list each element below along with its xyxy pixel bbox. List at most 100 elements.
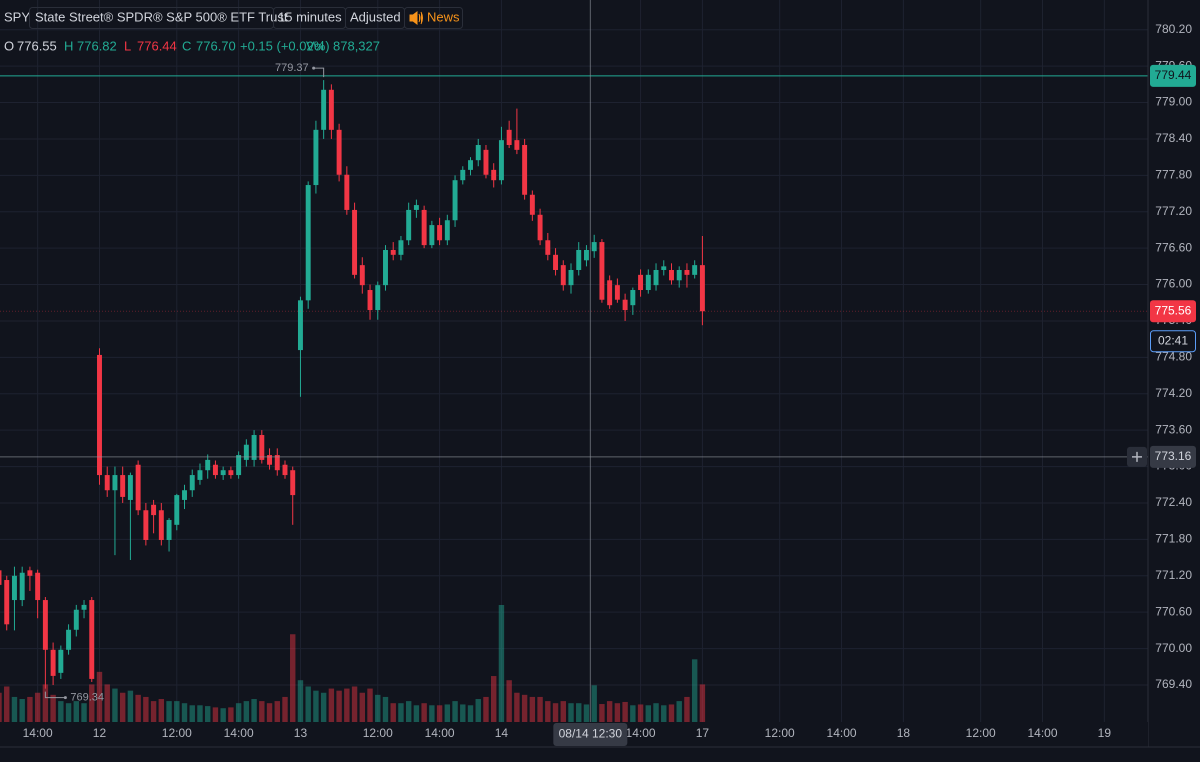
volume-bar [96, 671, 103, 722]
candle-body [50, 649, 56, 676]
candle-body [19, 572, 25, 601]
candle-body [336, 129, 342, 175]
volume-bar [313, 690, 319, 722]
y-tick-label: 770.00 [1155, 641, 1192, 655]
high-price-label: 779.44 [1155, 68, 1192, 82]
interval[interactable]: 15 minutes [278, 9, 342, 24]
candle-body [406, 209, 412, 241]
adjustment[interactable]: Adjusted [350, 9, 401, 24]
volume-bar [305, 686, 311, 722]
volume-bar [174, 701, 180, 722]
volume-bar [143, 696, 149, 722]
volume-bar [653, 703, 659, 722]
volume-bar [622, 701, 628, 722]
x-tick-label: 14:00 [1027, 726, 1057, 740]
y-tick-label: 779.00 [1155, 95, 1192, 109]
candle-body [11, 575, 17, 601]
candle-body [383, 249, 388, 286]
high-marker-leader [313, 67, 325, 78]
candle-body [630, 290, 636, 306]
candle-body [653, 269, 659, 286]
news[interactable]: News [427, 9, 460, 24]
candle-body [174, 495, 180, 525]
volume-bar [552, 703, 559, 722]
volume-bar [212, 707, 219, 722]
y-tick-label: 772.40 [1155, 495, 1192, 509]
candle-body [645, 274, 651, 291]
volume-bar [668, 704, 675, 722]
candle-body [321, 89, 327, 130]
y-tick-label: 774.20 [1155, 386, 1192, 400]
crosshair-time-badge [553, 723, 628, 746]
candle-body [42, 600, 48, 650]
volume-bar [599, 704, 605, 722]
candle-body [251, 435, 257, 460]
legend-high-label: H [64, 38, 73, 53]
volume-bar [398, 703, 404, 722]
y-tick-label: 769.40 [1155, 677, 1192, 691]
volume-bar [127, 690, 134, 722]
candle-body [591, 242, 597, 252]
volume-bar [336, 690, 342, 722]
symbol[interactable]: SPY [4, 9, 30, 24]
legend-low: 776.44 [137, 38, 177, 53]
volume-bar [266, 703, 273, 722]
candle-body [599, 242, 605, 300]
candle-body [66, 629, 72, 650]
low-marker-label: 769.34 [70, 692, 104, 704]
candle-body [313, 129, 319, 186]
x-tick-label: 18 [897, 726, 911, 740]
x-tick-label: 14:00 [425, 726, 455, 740]
candle-body [220, 470, 226, 476]
instrument-name[interactable]: State Street® SPDR® S&P 500® ETF Trust [35, 9, 288, 24]
candle-body [297, 300, 303, 351]
candle-body [259, 435, 265, 460]
x-tick-label: 14:00 [827, 726, 857, 740]
axis-labels: 769.40 770.00 770.60 771.20 771.80 772.40 773.… [23, 22, 1196, 746]
candle-body [328, 89, 334, 130]
crosshair-time-label: 08/14 12:30 [559, 727, 623, 741]
candle-body [429, 225, 435, 246]
candle-body [583, 249, 589, 261]
volume-bar [34, 692, 41, 722]
volume-bar [452, 701, 458, 722]
candle-body [514, 140, 520, 150]
candle-body [468, 160, 473, 170]
candle-body [529, 194, 535, 215]
countdown: 02:41 [1158, 333, 1188, 347]
volume-bar [197, 705, 203, 722]
volume-bar [545, 701, 551, 722]
candle-body [545, 240, 551, 255]
volume-bar [359, 692, 366, 722]
volume-bar [19, 699, 25, 722]
candle-body [475, 145, 481, 161]
high-price-badge [1150, 64, 1196, 87]
candle-body [282, 464, 288, 476]
candle-body [622, 299, 628, 311]
volume-pane [0, 605, 706, 722]
volume-bar [645, 705, 652, 722]
volume-bar [65, 703, 72, 722]
candle-body [89, 600, 95, 679]
add-alert-icon [1132, 451, 1142, 462]
candle-body [197, 470, 203, 480]
y-tick-label: 776.60 [1155, 240, 1192, 254]
candle-body [27, 570, 33, 576]
candle-body [491, 169, 497, 181]
candle-body [692, 265, 698, 275]
volume-bar [405, 701, 412, 722]
y-tick-label: 780.20 [1155, 22, 1192, 36]
last-price-badge [1150, 300, 1196, 323]
candle-body [274, 455, 280, 471]
volume-bar [42, 684, 49, 722]
candle-body [437, 225, 443, 241]
legend-close: 776.70 [196, 38, 236, 53]
candle-body [553, 254, 559, 270]
volume-bar [390, 703, 396, 722]
volume-bar [11, 696, 18, 722]
y-tick-label: 774.80 [1155, 350, 1192, 364]
y-tick-label: 770.60 [1155, 604, 1192, 618]
y-tick-label: 771.80 [1155, 532, 1192, 546]
volume-bar [89, 684, 95, 722]
